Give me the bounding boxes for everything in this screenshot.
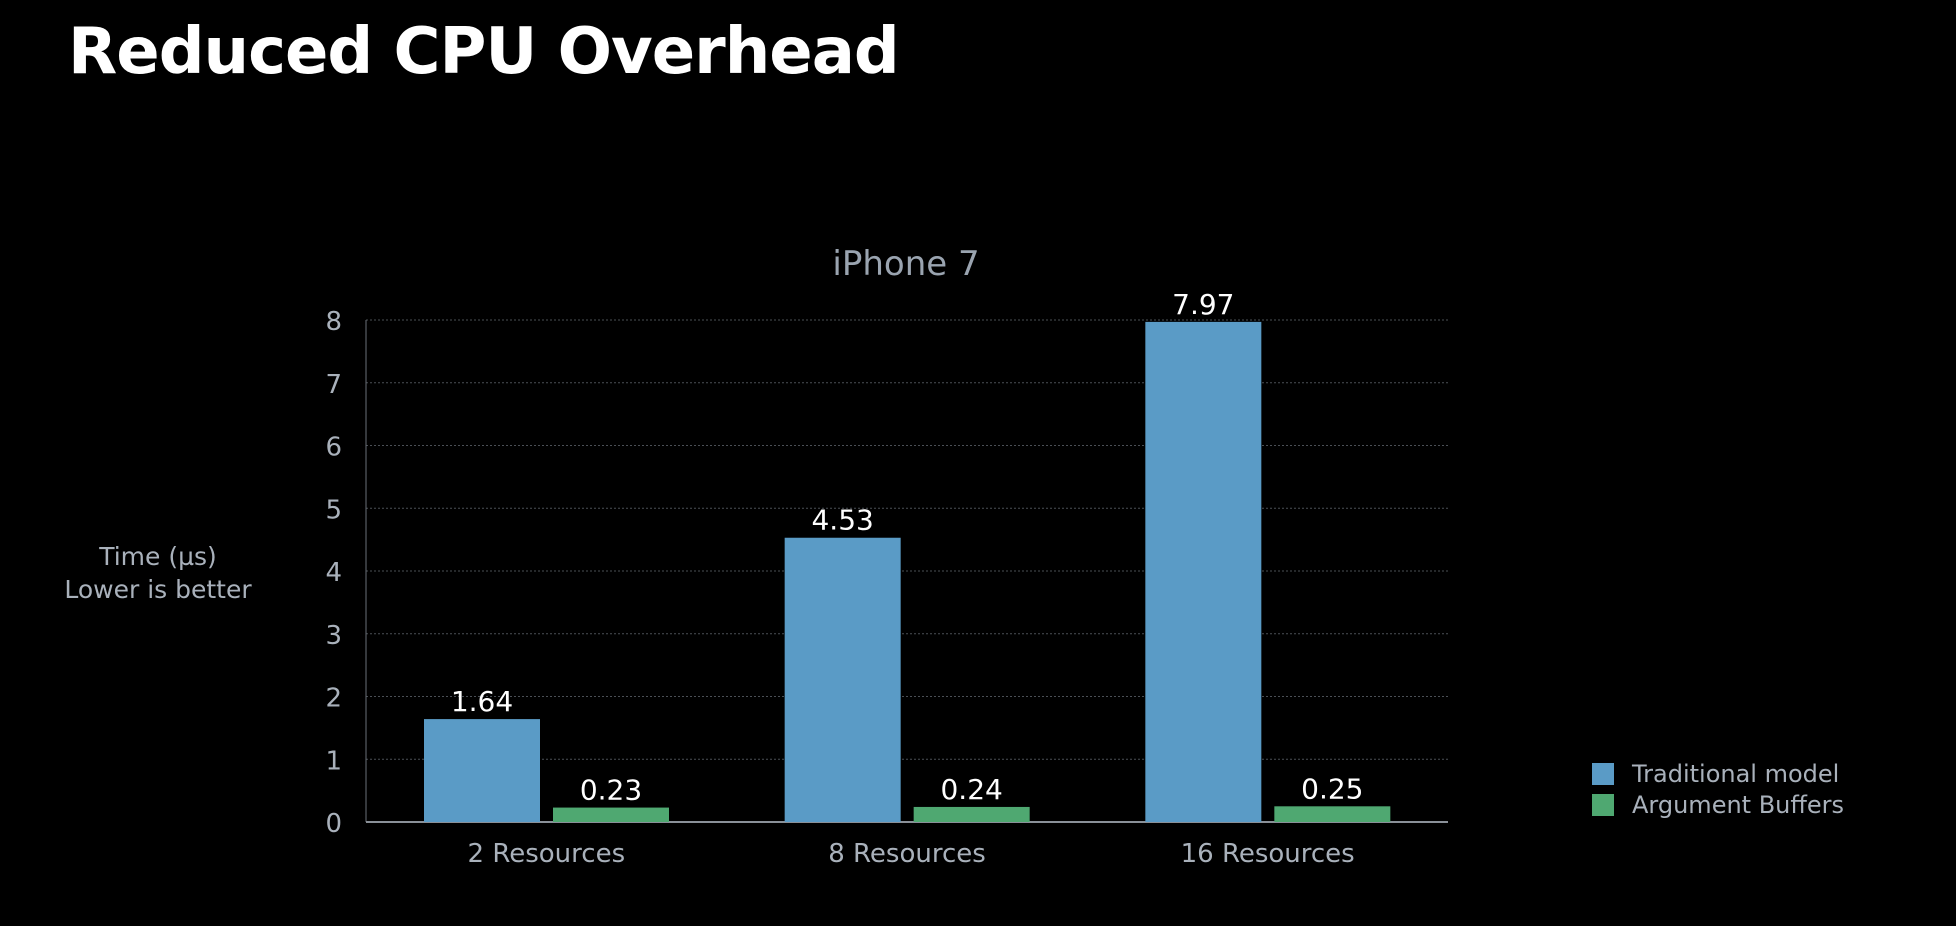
data-label: 0.24 (940, 773, 1002, 806)
y-tick-label: 4 (325, 558, 342, 588)
legend-swatch-traditional (1592, 762, 1614, 785)
data-label: 4.53 (811, 504, 873, 537)
data-label: 0.25 (1301, 772, 1363, 805)
chart-title: iPhone 7 (832, 244, 980, 284)
legend-item-traditional: Traditional model (1592, 758, 1844, 789)
y-tick-label: 0 (325, 809, 342, 839)
data-label: 0.23 (580, 774, 642, 807)
y-tick-label: 5 (325, 495, 342, 525)
y-tick-label: 1 (325, 746, 342, 776)
legend: Traditional model Argument Buffers (1592, 758, 1844, 820)
y-tick-label: 6 (325, 433, 342, 463)
y-axis-label-line-2: Lower is better (64, 575, 252, 604)
bar-argument-buffers (1274, 806, 1391, 822)
data-label: 1.64 (451, 685, 513, 718)
bar-argument-buffers (913, 806, 1030, 822)
bar-traditional (784, 537, 901, 822)
bar-traditional (424, 719, 540, 822)
y-tick-label: 8 (325, 307, 342, 337)
legend-label-traditional: Traditional model (1632, 759, 1840, 788)
x-tick-label: 2 Resources (468, 839, 626, 869)
y-tick-label: 7 (325, 370, 342, 400)
slide-title: Reduced CPU Overhead (68, 15, 900, 89)
x-tick-label: 8 Resources (828, 839, 986, 869)
legend-swatch-argument-buffers (1592, 793, 1614, 816)
data-label: 7.97 (1172, 288, 1234, 321)
y-tick-label: 2 (325, 684, 342, 714)
y-tick-label: 3 (325, 621, 342, 651)
legend-label-argument-buffers: Argument Buffers (1632, 790, 1845, 819)
x-tick-label: 16 Resources (1181, 839, 1355, 869)
bar-argument-buffers (553, 807, 669, 822)
bar-traditional (1145, 321, 1262, 822)
legend-item-argument-buffers: Argument Buffers (1592, 789, 1844, 820)
y-axis-label: Time (µs) Lower is better (40, 540, 276, 606)
y-axis-label-line-1: Time (µs) (99, 542, 217, 571)
